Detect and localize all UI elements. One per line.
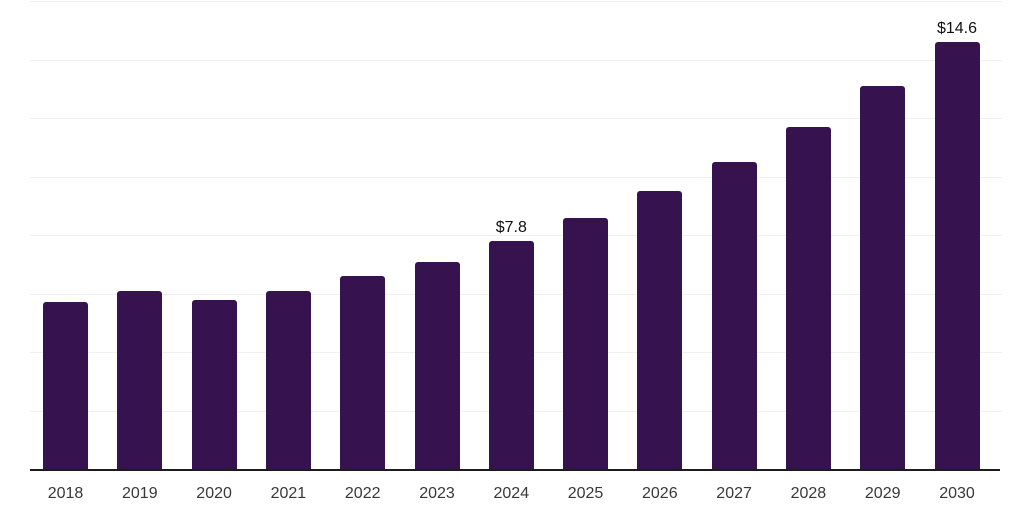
bar-2018: [43, 302, 88, 469]
bar-2022: [340, 276, 386, 469]
gridline-14: [30, 59, 1002, 61]
x-tick-2022: 2022: [344, 485, 381, 502]
x-tick-2021: 2021: [270, 485, 307, 502]
x-tick-2028: 2028: [790, 485, 827, 502]
gridline-8: [30, 235, 1002, 237]
bar-2026: [637, 191, 683, 469]
x-tick-2026: 2026: [642, 485, 678, 502]
bar-2028: [785, 127, 831, 469]
x-tick-2024: 2024: [493, 485, 530, 502]
bar-2024: [488, 241, 534, 469]
value-label-2024: $7.8: [495, 219, 527, 236]
gridline-16: [30, 1, 1002, 3]
bar-2030: [934, 42, 980, 469]
x-tick-2023: 2023: [419, 485, 455, 502]
x-tick-2027: 2027: [716, 485, 752, 502]
bar-2020: [191, 299, 237, 469]
bar-2019: [117, 290, 163, 469]
x-tick-2025: 2025: [567, 485, 604, 502]
x-tick-2018: 2018: [47, 485, 84, 502]
bar-2027: [711, 162, 757, 469]
bar-2021: [265, 290, 311, 469]
x-tick-2019: 2019: [122, 485, 158, 502]
x-tick-2020: 2020: [196, 485, 232, 502]
value-label-2030: $14.6: [936, 20, 978, 38]
bar-2025: [563, 217, 608, 469]
x-tick-2029: 2029: [864, 485, 901, 502]
bar-2029: [860, 86, 906, 469]
x-axis-line: [30, 469, 1000, 471]
gridline-12: [30, 118, 1002, 120]
x-tick-2030: 2030: [939, 485, 975, 502]
bar-2023: [414, 261, 460, 469]
gridline-10: [30, 176, 1002, 178]
